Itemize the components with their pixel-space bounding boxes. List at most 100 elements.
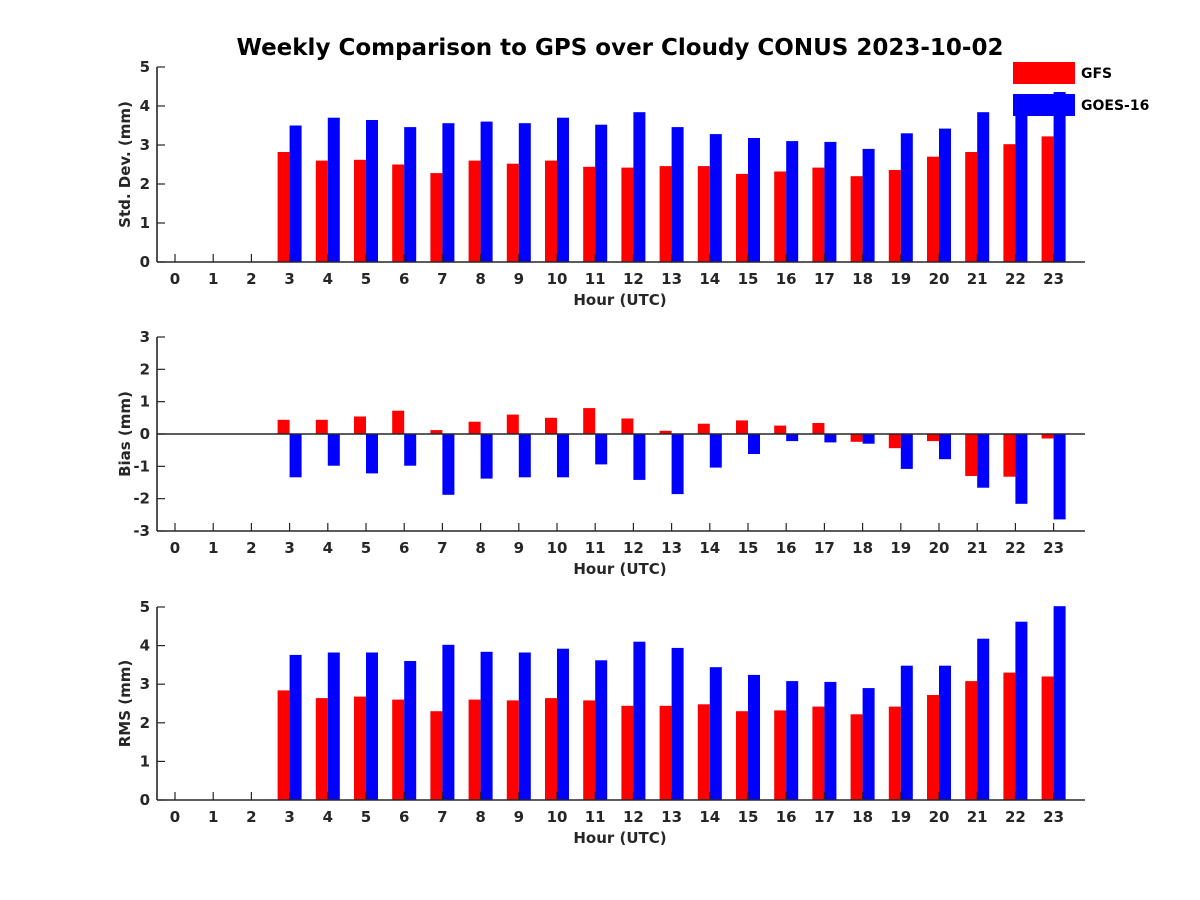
bar-goes-16-14 <box>709 134 722 262</box>
x-tick-label: 10 <box>547 270 568 288</box>
x-tick-label: 9 <box>514 808 524 826</box>
x-tick-label: 14 <box>699 270 720 288</box>
x-tick-label: 4 <box>323 808 333 826</box>
x-axis-label: Hour (UTC) <box>573 560 666 578</box>
bar-gfs-23 <box>1041 136 1054 262</box>
bar-gfs-8 <box>468 160 481 262</box>
y-tick-label: 1 <box>140 214 150 232</box>
bar-goes-16-20 <box>939 665 951 800</box>
y-tick-label: 3 <box>140 675 150 693</box>
bar-goes-16-17 <box>824 681 837 800</box>
x-tick-label: 10 <box>547 539 568 557</box>
bar-gfs-20 <box>927 434 939 442</box>
x-tick-label: 0 <box>170 539 180 557</box>
bar-gfs-14 <box>697 704 710 800</box>
bar-gfs-14 <box>697 423 710 434</box>
x-tick-label: 21 <box>967 539 988 557</box>
bar-goes-16-15 <box>748 674 760 800</box>
bar-gfs-16 <box>774 710 787 800</box>
bar-goes-16-6 <box>404 434 417 466</box>
x-tick-label: 6 <box>399 808 409 826</box>
bar-goes-16-19 <box>900 133 913 262</box>
y-tick-label: 0 <box>140 425 150 443</box>
bar-gfs-16 <box>774 425 787 434</box>
bar-gfs-5 <box>354 416 366 434</box>
x-tick-label: 14 <box>699 539 720 557</box>
x-tick-label: 6 <box>399 270 409 288</box>
y-tick-label: 3 <box>140 136 150 154</box>
y-tick-label: 3 <box>140 328 150 346</box>
bar-goes-16-22 <box>1015 103 1028 262</box>
bar-gfs-6 <box>392 164 405 262</box>
bar-goes-16-3 <box>289 654 302 800</box>
x-tick-label: 11 <box>585 808 606 826</box>
bar-goes-16-20 <box>939 434 951 460</box>
x-tick-label: 2 <box>246 808 256 826</box>
bar-goes-16-3 <box>289 125 302 262</box>
bar-goes-16-4 <box>327 117 340 262</box>
bar-gfs-20 <box>927 695 939 800</box>
x-tick-label: 19 <box>890 270 911 288</box>
bar-gfs-10 <box>545 698 557 800</box>
x-tick-label: 6 <box>399 539 409 557</box>
bar-goes-16-21 <box>977 638 990 800</box>
y-tick-label: 1 <box>140 393 150 411</box>
bar-gfs-21 <box>965 681 978 800</box>
bar-gfs-13 <box>659 430 672 434</box>
x-tick-label: 9 <box>514 270 524 288</box>
bar-gfs-19 <box>888 706 901 800</box>
x-tick-label: 5 <box>361 808 371 826</box>
x-tick-label: 16 <box>776 539 797 557</box>
bar-gfs-19 <box>888 434 901 449</box>
bar-goes-16-12 <box>633 112 646 262</box>
y-tick-label: 2 <box>140 175 150 193</box>
bar-gfs-16 <box>774 171 787 262</box>
x-tick-label: 7 <box>437 808 447 826</box>
x-tick-label: 4 <box>323 270 333 288</box>
x-tick-label: 20 <box>929 270 950 288</box>
x-tick-label: 3 <box>284 539 294 557</box>
bar-gfs-15 <box>736 711 748 800</box>
x-tick-label: 10 <box>547 808 568 826</box>
legend: GFS GOES-16 <box>1013 62 1149 116</box>
x-tick-label: 23 <box>1043 539 1064 557</box>
bar-goes-16-13 <box>671 647 684 800</box>
bar-gfs-17 <box>812 423 825 434</box>
bar-gfs-15 <box>736 173 748 262</box>
bar-goes-16-16 <box>786 141 799 262</box>
legend-label: GOES-16 <box>1081 98 1149 114</box>
bar-goes-16-8 <box>480 121 493 262</box>
y-tick-label: 5 <box>140 598 150 616</box>
bar-gfs-6 <box>392 699 405 800</box>
bar-gfs-11 <box>583 408 596 434</box>
y-tick-label: -1 <box>133 457 150 475</box>
bar-goes-16-19 <box>900 665 913 800</box>
bar-gfs-19 <box>888 170 901 262</box>
x-tick-label: 21 <box>967 808 988 826</box>
x-tick-label: 1 <box>208 270 218 288</box>
bar-gfs-10 <box>545 160 557 262</box>
x-axis-label: Hour (UTC) <box>573 829 666 847</box>
x-tick-label: 18 <box>852 539 873 557</box>
x-tick-label: 13 <box>661 270 682 288</box>
bar-goes-16-10 <box>557 434 569 478</box>
bar-goes-16-3 <box>289 434 302 478</box>
x-tick-label: 11 <box>585 270 606 288</box>
bar-gfs-5 <box>354 696 366 800</box>
bar-gfs-21 <box>965 434 978 476</box>
y-axis-label: Bias (mm) <box>116 391 134 477</box>
bar-gfs-4 <box>315 698 328 800</box>
bar-gfs-15 <box>736 420 748 434</box>
x-tick-label: 14 <box>699 808 720 826</box>
bar-goes-16-20 <box>939 128 951 262</box>
bar-goes-16-4 <box>327 434 340 466</box>
bar-goes-16-21 <box>977 434 990 488</box>
x-tick-label: 2 <box>246 270 256 288</box>
bar-goes-16-23 <box>1053 606 1066 800</box>
x-tick-label: 20 <box>929 808 950 826</box>
bar-gfs-18 <box>850 714 863 800</box>
y-tick-label: 0 <box>140 791 150 809</box>
bar-gfs-11 <box>583 166 596 262</box>
x-tick-label: 17 <box>814 270 835 288</box>
